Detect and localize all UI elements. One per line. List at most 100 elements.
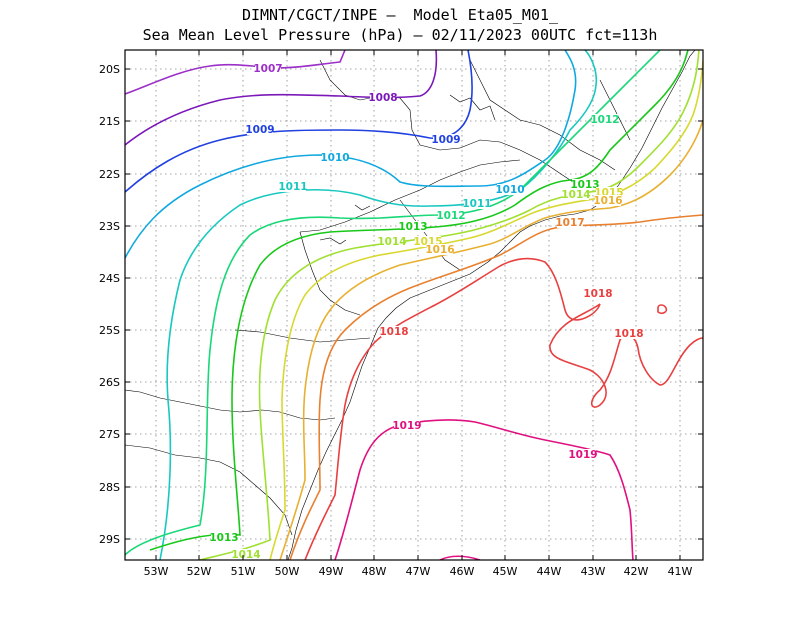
map-frame bbox=[124, 49, 704, 561]
isobar-label-background bbox=[433, 134, 459, 145]
river-lake bbox=[354, 204, 371, 211]
latitude-labels: 20S 21S 22S 23S 24S 25S 26S 27S 28S 29S bbox=[99, 63, 120, 546]
isobar-label-1018: 1018 bbox=[614, 328, 643, 340]
isobar-1013 bbox=[149, 50, 689, 551]
isobar-1019-south bbox=[439, 555, 481, 560]
lat-label-20S: 20S bbox=[99, 63, 120, 76]
isobar-label-1014: 1014 bbox=[231, 549, 260, 561]
lat-label-25S: 25S bbox=[99, 324, 120, 337]
isobar-label-1012: 1012 bbox=[590, 114, 619, 126]
lon-label-48W: 48W bbox=[362, 565, 387, 578]
isobar-label-background bbox=[592, 114, 618, 125]
state-border bbox=[299, 231, 361, 316]
axis-ticks bbox=[125, 50, 703, 560]
coastline bbox=[287, 50, 696, 560]
isobar-label-background bbox=[247, 124, 273, 135]
state-border bbox=[459, 139, 586, 191]
isobar-label-1010: 1010 bbox=[495, 184, 524, 196]
isobar-label-1013: 1013 bbox=[209, 532, 238, 544]
lon-label-51W: 51W bbox=[231, 565, 256, 578]
state-border bbox=[299, 159, 521, 233]
isobar-label-background bbox=[585, 288, 611, 299]
isobar-1017 bbox=[289, 214, 703, 560]
isobar-label-background bbox=[400, 221, 426, 232]
isobar-1009 bbox=[125, 50, 473, 193]
isobar-label-background bbox=[370, 92, 396, 103]
isobar-1007 bbox=[125, 50, 346, 95]
state-border bbox=[599, 79, 631, 141]
isobar-label-background bbox=[570, 449, 596, 460]
state-border bbox=[539, 124, 616, 171]
lon-label-50W: 50W bbox=[275, 565, 300, 578]
lat-lon-grid bbox=[125, 50, 703, 560]
isobar-label-1018: 1018 bbox=[379, 326, 408, 338]
state-border bbox=[125, 444, 293, 536]
lon-label-42W: 42W bbox=[624, 565, 649, 578]
river-lake bbox=[449, 94, 496, 121]
isobars bbox=[125, 50, 703, 560]
isobar-1008 bbox=[125, 50, 438, 146]
state-border bbox=[469, 59, 541, 126]
lon-label-41W: 41W bbox=[668, 565, 693, 578]
isobar-1010 bbox=[125, 50, 577, 259]
isobar-1018-coastal bbox=[304, 257, 601, 560]
state-border bbox=[234, 329, 371, 343]
lat-label-26S: 26S bbox=[99, 376, 120, 389]
isobar-label-background bbox=[497, 184, 523, 195]
isobar-label-background bbox=[616, 328, 642, 339]
isobar-label-1011: 1011 bbox=[278, 181, 307, 193]
isobar-label-background bbox=[394, 420, 420, 431]
isobar-label-1009: 1009 bbox=[431, 134, 460, 146]
isobar-label-background bbox=[379, 236, 405, 247]
isobar-1018-closed bbox=[657, 304, 668, 315]
lon-label-44W: 44W bbox=[537, 565, 562, 578]
isobar-label-1012: 1012 bbox=[436, 210, 465, 222]
isobar-label-background bbox=[255, 63, 281, 74]
isobar-label-1011: 1011 bbox=[462, 198, 491, 210]
isobar-1018-trough bbox=[549, 303, 703, 408]
isobar-label-1019: 1019 bbox=[568, 449, 597, 461]
lon-label-43W: 43W bbox=[581, 565, 606, 578]
longitude-labels: 53W 52W 51W 50W 49W 48W 47W 46W 45W 44W 43W 42W 41W bbox=[144, 565, 693, 578]
isobar-1019 bbox=[334, 419, 634, 560]
coastline-and-borders bbox=[125, 50, 696, 560]
lon-label-52W: 52W bbox=[187, 565, 212, 578]
isobar-label-1008: 1008 bbox=[368, 92, 397, 104]
isobar-labels: 1007100810091009101010101011101110121012… bbox=[209, 63, 644, 561]
chart-title-line-1: DIMNT/CGCT/INPE — Model Eta05_M01_ bbox=[241, 6, 559, 24]
lat-label-24S: 24S bbox=[99, 272, 120, 285]
isobar-1012 bbox=[125, 50, 661, 556]
chart-title-line-2: Sea Mean Level Pressure (hPa) — 02/11/20… bbox=[142, 26, 658, 44]
isobar-label-1018: 1018 bbox=[583, 288, 612, 300]
isobar-label-background bbox=[233, 549, 259, 560]
lat-label-29S: 29S bbox=[99, 533, 120, 546]
lon-label-53W: 53W bbox=[144, 565, 169, 578]
isobar-1014 bbox=[199, 50, 700, 560]
isobar-label-1016: 1016 bbox=[593, 195, 622, 207]
isobar-label-1016: 1016 bbox=[425, 244, 454, 256]
river-lake bbox=[319, 237, 347, 245]
isobar-label-background bbox=[572, 179, 598, 190]
lat-label-27S: 27S bbox=[99, 428, 120, 441]
lon-label-49W: 49W bbox=[319, 565, 344, 578]
lat-label-23S: 23S bbox=[99, 220, 120, 233]
lon-label-45W: 45W bbox=[493, 565, 518, 578]
isobar-label-background bbox=[557, 217, 583, 228]
isobar-label-1009: 1009 bbox=[245, 124, 274, 136]
isobar-label-background bbox=[280, 181, 306, 192]
isobar-label-1007: 1007 bbox=[253, 63, 282, 75]
isobar-label-1014: 1014 bbox=[377, 236, 406, 248]
isobar-label-background bbox=[211, 532, 237, 543]
isobar-label-1013: 1013 bbox=[570, 179, 599, 191]
isobar-label-1010: 1010 bbox=[320, 152, 349, 164]
isobar-label-background bbox=[595, 195, 621, 206]
isobar-label-background bbox=[563, 189, 589, 200]
lon-label-46W: 46W bbox=[450, 565, 475, 578]
lat-label-28S: 28S bbox=[99, 481, 120, 494]
isobar-label-background bbox=[381, 326, 407, 337]
isobar-label-background bbox=[464, 198, 490, 209]
state-border bbox=[319, 59, 461, 151]
isobar-label-background bbox=[438, 210, 464, 221]
isobar-label-1017: 1017 bbox=[555, 217, 584, 229]
